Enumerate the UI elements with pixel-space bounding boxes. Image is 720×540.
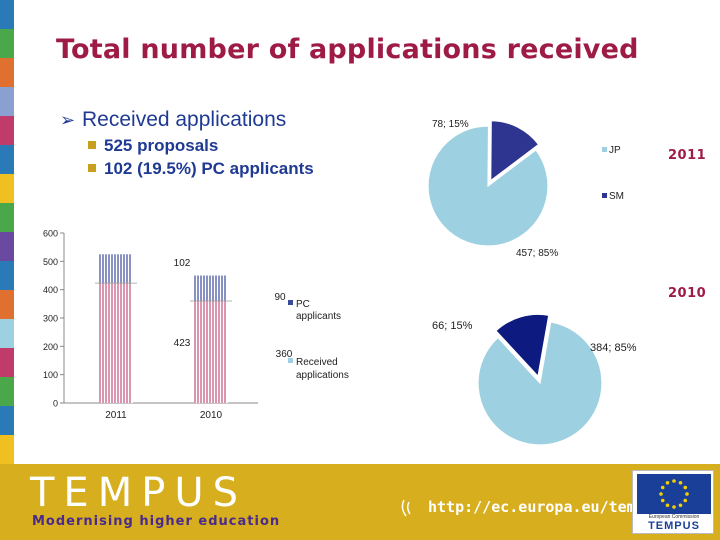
bar-segment-fill (99, 254, 133, 284)
bar-y-tick-label: 100 (43, 370, 58, 380)
bullet-text: Received applications (82, 108, 287, 131)
side-stripe (0, 290, 14, 319)
bar-y-tick-label: 0 (53, 399, 58, 409)
eu-star-icon (660, 498, 665, 503)
arrow-bullet-icon: ➢ (60, 110, 76, 130)
pie-2010-label-jp: 384; 85% (590, 342, 637, 354)
bar-y-tick-label: 300 (43, 314, 58, 324)
bar-data-label-pc-2011: 102 (174, 258, 191, 269)
side-stripe (0, 319, 14, 348)
pie-2011-label-sm: 78; 15% (432, 119, 469, 130)
sub-bullet-proposals: 525 proposals (88, 136, 218, 156)
pie-legend-swatch-sm (602, 193, 607, 198)
bar-segment-received-2010 (194, 301, 228, 403)
eu-star-icon (672, 479, 676, 483)
side-stripe (0, 377, 14, 406)
tempus-tagline: Modernising higher education (32, 514, 281, 529)
pie-2011-year-label: 2011 (668, 148, 707, 163)
sub-bullet-text: 525 proposals (104, 136, 219, 155)
bar-data-label-received-2011: 423 (174, 338, 191, 349)
side-stripe (0, 232, 14, 261)
badge-subtitle: European Commission (648, 514, 700, 520)
bar-segment-pc-2010 (194, 275, 228, 301)
eu-star-icon (678, 480, 683, 485)
tempus-logo: TEMPUS (30, 470, 248, 516)
square-bullet-icon (88, 163, 96, 172)
sub-bullet-text: 102 (19.5%) PC applicants (104, 159, 314, 178)
bar-segment-received-2011 (99, 283, 133, 403)
eu-star-icon (685, 492, 689, 496)
side-stripe (0, 348, 14, 377)
side-stripe (0, 116, 14, 145)
bar-legend-label-received: applications (296, 370, 349, 381)
pie-2010-slice-jp (477, 321, 603, 446)
side-stripe (0, 87, 14, 116)
badge-title: TEMPUS (648, 520, 700, 532)
pie-2010-label-sm: 66; 15% (432, 320, 473, 332)
tempus-url-link[interactable]: http://ec.europa.eu/tempus (428, 498, 663, 516)
bar-legend-label-received: Received (296, 357, 338, 368)
pie-2011-slice-sm (490, 120, 540, 182)
side-stripe (0, 0, 14, 29)
eu-star-icon (672, 505, 676, 509)
bar-segment-fill (194, 275, 228, 301)
pie-2011-slice-jp (427, 125, 549, 247)
bar-data-label-received-2010: 360 (276, 349, 293, 360)
pie-legend-label-jp: JP (609, 145, 621, 156)
side-stripe (0, 29, 14, 58)
side-stripe (0, 58, 14, 87)
eu-star-icon (665, 480, 670, 485)
slide-title: Total number of applications received (56, 34, 639, 65)
eu-flag-icon (637, 474, 711, 514)
bar-category-label: 2011 (105, 410, 127, 421)
bar-category-label: 2010 (200, 410, 223, 421)
side-stripe (0, 435, 14, 464)
eu-star-icon (659, 492, 663, 496)
eu-star-icon (678, 503, 683, 508)
side-stripe (0, 406, 14, 435)
eu-star-icon (683, 485, 688, 490)
bar-segment-fill (99, 283, 133, 403)
pie-2011-label-jp: 457; 85% (516, 248, 558, 259)
eu-star-icon (683, 498, 688, 503)
side-stripe (0, 145, 14, 174)
bar-segment-pc-2011 (99, 254, 133, 284)
bullet-received-applications: ➢ Received applications (60, 108, 286, 132)
side-stripe (0, 261, 14, 290)
bar-legend-swatch-pc (288, 300, 293, 305)
sub-bullet-pc-applicants: 102 (19.5%) PC applicants (88, 159, 314, 179)
side-stripe (0, 174, 14, 203)
bar-legend-swatch-received (288, 358, 293, 363)
bar-y-tick-label: 500 (43, 257, 58, 267)
pie-legend-swatch-jp (602, 147, 607, 152)
pie-2010-year-label: 2010 (668, 286, 707, 301)
bar-legend-label-pc: applicants (296, 311, 341, 322)
pie-2010-slice-sm (495, 313, 550, 378)
bar-legend-label-pc: PC (296, 299, 310, 310)
side-stripe (0, 203, 14, 232)
web-link-icon (401, 499, 411, 517)
bar-y-tick-label: 600 (43, 229, 58, 239)
bar-segment-fill (194, 301, 228, 403)
bar-y-tick-label: 200 (43, 342, 58, 352)
square-bullet-icon (88, 140, 96, 149)
eu-star-icon (660, 485, 665, 490)
side-color-stripes (0, 0, 14, 464)
bar-y-tick-label: 400 (43, 285, 58, 295)
eu-tempus-badge: European Commission TEMPUS (632, 470, 714, 534)
eu-star-icon (665, 503, 670, 508)
footer-banner: TEMPUS Modernising higher education http… (0, 464, 720, 540)
charts-canvas: 0 100 200 300 400 500 600 2011 2010 102 423 90 360 PC… (43, 119, 637, 446)
bar-data-label-pc-2010: 90 (274, 292, 286, 303)
pie-legend-label-sm: SM (609, 191, 624, 202)
